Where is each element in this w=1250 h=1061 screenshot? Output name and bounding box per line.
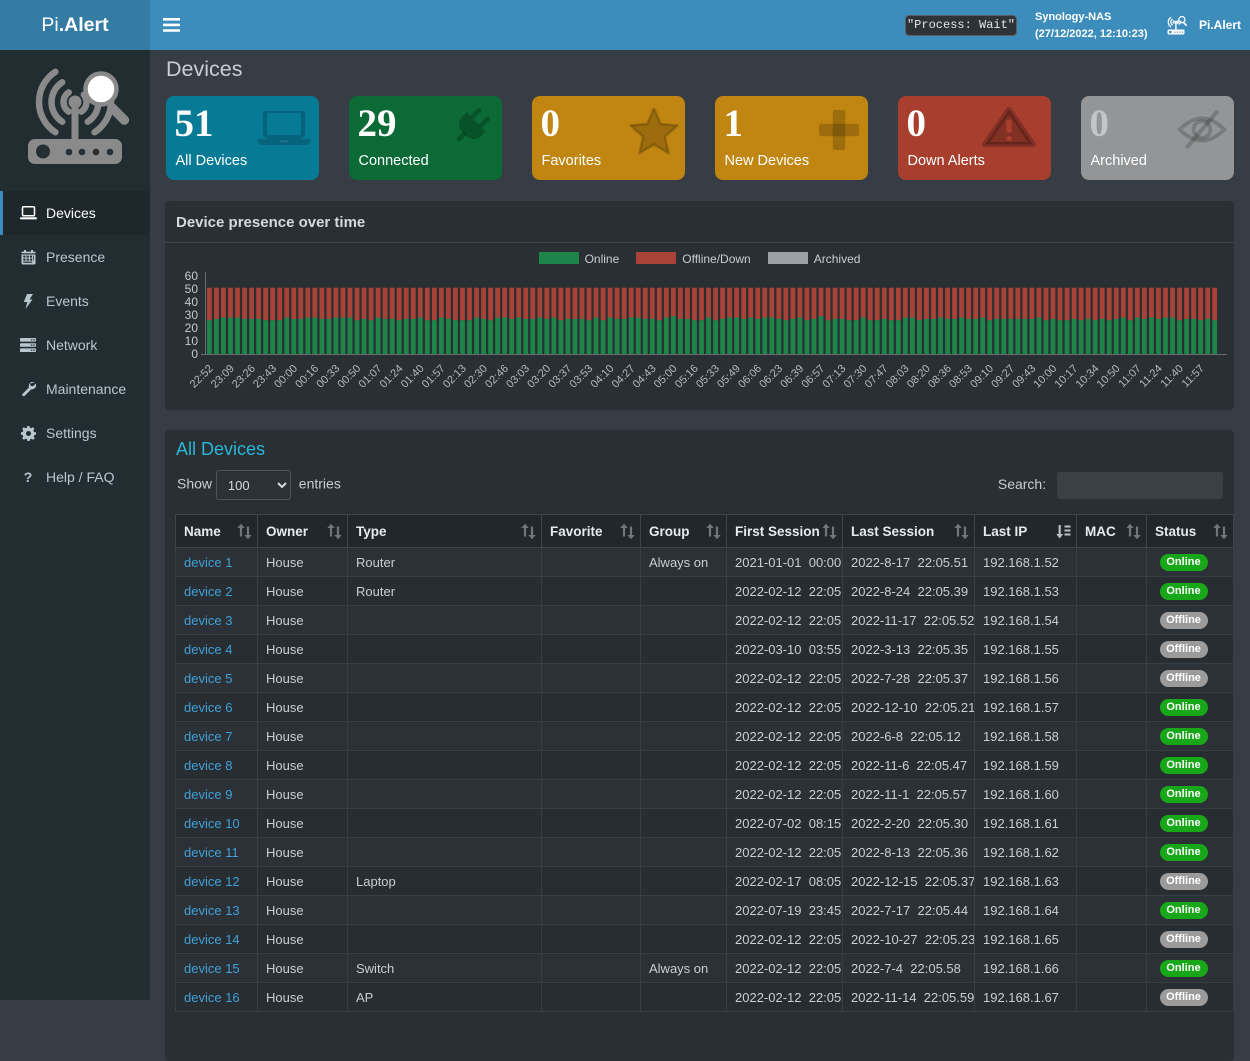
svg-text:23:26: 23:26 [230,363,258,391]
svg-text:04:43: 04:43 [631,363,659,391]
svg-text:00:00: 00:00 [272,363,300,391]
svg-text:08:36: 08:36 [926,363,954,391]
svg-text:20: 20 [185,321,199,335]
svg-text:01:40: 01:40 [399,363,427,391]
svg-text:04:27: 04:27 [610,363,638,391]
svg-text:11:07: 11:07 [1116,363,1143,390]
svg-text:06:39: 06:39 [778,363,806,391]
svg-text:06:06: 06:06 [736,363,764,391]
svg-text:05:16: 05:16 [673,363,701,391]
svg-text:40: 40 [185,295,199,309]
svg-text:23:43: 23:43 [251,363,279,391]
svg-text:05:49: 05:49 [715,363,743,391]
svg-text:03:37: 03:37 [546,363,574,391]
svg-text:07:47: 07:47 [863,363,891,391]
svg-text:08:53: 08:53 [947,363,975,391]
svg-text:00:16: 00:16 [293,363,321,391]
svg-text:30: 30 [185,308,199,322]
svg-text:08:03: 08:03 [884,363,912,391]
svg-text:10: 10 [185,334,199,348]
svg-text:03:03: 03:03 [504,363,532,391]
svg-text:0: 0 [191,347,198,361]
svg-text:11:57: 11:57 [1180,363,1207,390]
svg-text:00:50: 00:50 [335,363,363,391]
svg-text:08:20: 08:20 [905,363,933,391]
svg-text:01:07: 01:07 [357,363,385,391]
svg-text:00:33: 00:33 [314,363,342,391]
svg-text:01:24: 01:24 [378,363,406,391]
svg-text:05:33: 05:33 [694,363,722,391]
svg-text:10:34: 10:34 [1074,363,1102,391]
svg-text:06:23: 06:23 [757,363,785,391]
svg-text:22:52: 22:52 [188,363,216,391]
svg-text:23:09: 23:09 [209,363,237,391]
svg-text:07:13: 07:13 [821,363,849,391]
svg-text:05:00: 05:00 [652,363,680,391]
svg-text:60: 60 [185,269,199,283]
svg-text:10:17: 10:17 [1053,363,1081,391]
svg-text:50: 50 [185,282,199,296]
svg-text:11:24: 11:24 [1137,363,1164,390]
svg-text:09:27: 09:27 [989,363,1017,391]
svg-text:11:40: 11:40 [1159,363,1186,390]
svg-text:07:30: 07:30 [842,363,870,391]
svg-text:02:30: 02:30 [462,363,490,391]
svg-text:04:10: 04:10 [589,363,617,391]
svg-text:09:43: 09:43 [1010,363,1038,391]
svg-text:10:00: 10:00 [1031,363,1059,391]
svg-text:02:13: 02:13 [441,363,469,391]
svg-text:03:20: 03:20 [525,363,553,391]
svg-text:03:53: 03:53 [567,363,595,391]
svg-text:02:46: 02:46 [483,363,511,391]
svg-text:09:10: 09:10 [968,363,996,391]
svg-text:10:50: 10:50 [1095,363,1123,391]
svg-text:06:57: 06:57 [799,363,827,391]
svg-text:01:57: 01:57 [420,363,448,391]
